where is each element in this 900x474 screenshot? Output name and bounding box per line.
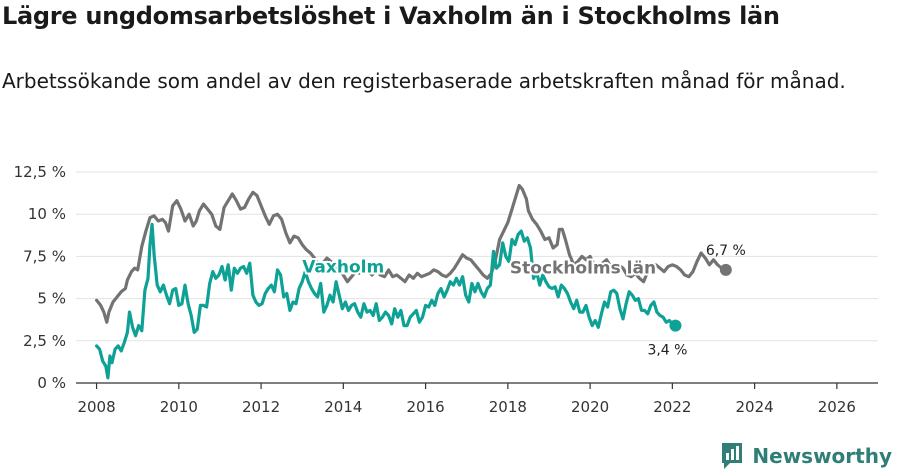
gridlines [76, 171, 878, 342]
series-line-vaxholm [95, 222, 677, 380]
y-tick-label: 10 % [28, 205, 66, 223]
y-tick-label: 12,5 % [14, 163, 66, 181]
series-name-label-vaxholm: Vaxholm [302, 257, 384, 277]
end-value-label-vaxholm: 3,4 % [647, 343, 687, 359]
y-axis: 0 % 2,5 % 5 % 7,5 % 10 % 12,5 % [14, 163, 66, 392]
x-tick-label: 2022 [653, 398, 691, 416]
newsworthy-logo: Newsworthy [720, 440, 892, 472]
series-end-marker-stockholms-lan [719, 263, 732, 276]
series-line-stockholms-lan [95, 183, 728, 324]
series-name-label-stockholms-lan: Stockholms län [510, 258, 656, 278]
y-tick-label: 0 % [37, 374, 66, 392]
chart-title: Lägre ungdomsarbetslöshet i Vaxholm än i… [2, 2, 780, 30]
x-tick-label: 2020 [571, 398, 609, 416]
y-tick-label: 7,5 % [23, 247, 66, 265]
y-tick-label: 2,5 % [23, 332, 66, 350]
x-tick-label: 2018 [489, 398, 527, 416]
series-layer [95, 183, 732, 380]
x-tick-label: 2026 [818, 398, 856, 416]
chart-subtitle: Arbetssökande som andel av den registerb… [2, 69, 846, 93]
x-tick-label: 2010 [160, 398, 198, 416]
series-labels: 6,7 % 3,4 % Vaxholm Stockholms län [300, 243, 746, 359]
y-tick-label: 5 % [37, 290, 66, 308]
newsworthy-logo-text: Newsworthy [752, 444, 892, 468]
end-value-label-stockholms-lan: 6,7 % [706, 243, 746, 259]
x-tick-label: 2008 [77, 398, 115, 416]
x-tick-label: 2024 [736, 398, 774, 416]
newsworthy-logo-icon [722, 443, 743, 469]
x-tick-label: 2014 [324, 398, 362, 416]
series-end-marker-vaxholm [669, 319, 682, 332]
x-tick-label: 2016 [406, 398, 444, 416]
x-axis: 2008 2010 2012 2014 2016 2018 2020 2022 2024 2026 [76, 382, 878, 416]
x-tick-label: 2012 [242, 398, 280, 416]
